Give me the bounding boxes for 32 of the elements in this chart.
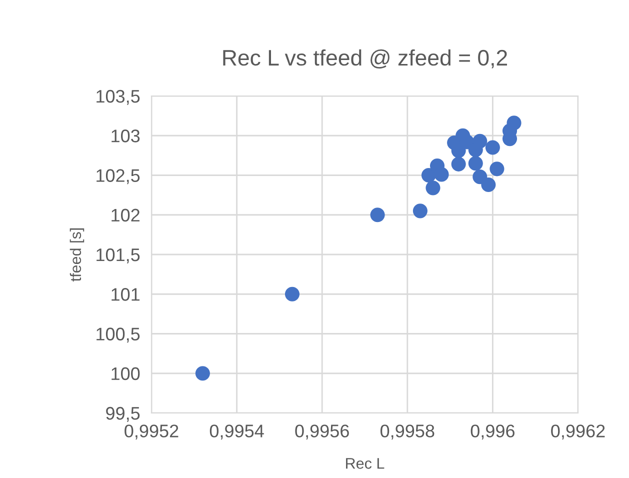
x-axis-title: Rec L (346, 458, 384, 469)
point (284, 286, 300, 302)
point (472, 134, 488, 148)
x-tick-label: 0,9958 (380, 424, 434, 440)
point (412, 204, 428, 218)
y-tick-label: 103 (112, 130, 140, 142)
y-tick-label: 102 (112, 208, 140, 222)
x-tick-label: 0,9954 (210, 424, 264, 440)
x-tick-label: 0,9956 (295, 424, 349, 440)
chart-title: Rec L vs tfeed @ zfeed = 0,2 (223, 49, 507, 69)
y-tick-label: 100 (112, 367, 140, 380)
point (506, 116, 522, 130)
point (195, 366, 210, 381)
x-tick-label: 0,9952 (124, 424, 178, 440)
point (481, 177, 496, 192)
x-tick-label: 0,9962 (551, 424, 605, 440)
y-tick-label: 100,5 (96, 328, 140, 343)
y-tick-label: 99,5 (106, 406, 140, 422)
point (485, 140, 500, 155)
point (451, 156, 466, 172)
point (370, 208, 385, 222)
point (434, 167, 449, 182)
y-axis-title: tfeed [s] (70, 228, 84, 282)
y-tick-label: 101 (112, 288, 140, 301)
y-tick-label: 103,5 (96, 90, 140, 105)
y-tick-label: 102,5 (96, 169, 140, 184)
x-tick-label: 0,996 (470, 424, 514, 440)
point (426, 180, 440, 196)
point (468, 156, 483, 171)
point (490, 162, 504, 176)
point (421, 168, 436, 183)
y-tick-label: 101,5 (96, 248, 140, 264)
